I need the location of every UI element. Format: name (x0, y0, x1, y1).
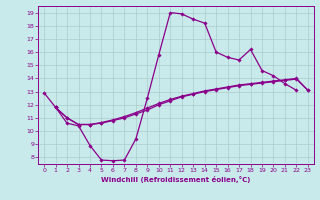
X-axis label: Windchill (Refroidissement éolien,°C): Windchill (Refroidissement éolien,°C) (101, 176, 251, 183)
